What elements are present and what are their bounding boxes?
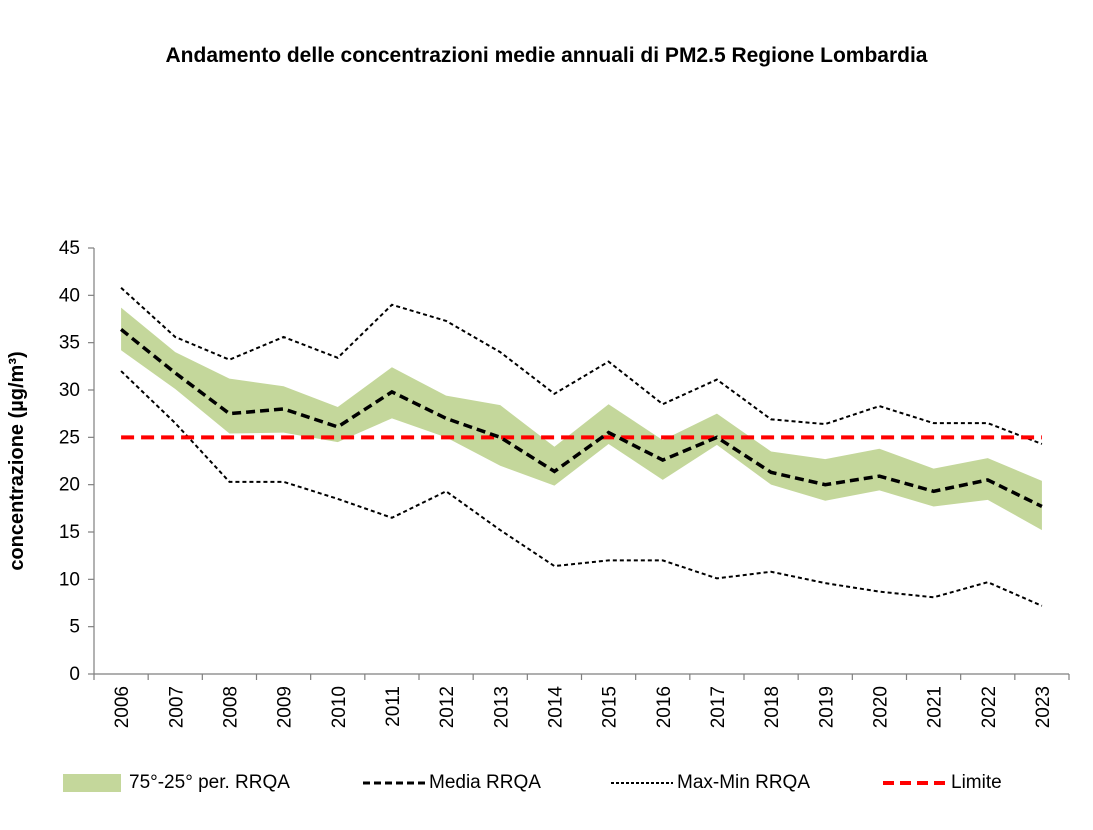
x-tick-label: 2021: [925, 686, 946, 728]
x-tick-label: 2017: [708, 686, 729, 728]
y-tick-label: 20: [59, 475, 80, 496]
chart-title: Andamento delle concentrazioni medie ann…: [165, 44, 928, 67]
y-tick-label: 40: [59, 285, 80, 306]
y-tick-label: 5: [69, 617, 80, 638]
x-tick-label: 2011: [383, 686, 404, 727]
axis-layer: [88, 247, 1070, 680]
legend-maxmin-swatch: [611, 782, 673, 784]
x-tick-label: 2010: [329, 686, 350, 728]
series-lines-layer: [119, 287, 1043, 607]
y-tick-label: 30: [59, 380, 80, 401]
legend-item-limite: Limite: [883, 772, 1002, 794]
x-tick-label: 2009: [275, 686, 296, 728]
y-tick-label: 15: [59, 522, 80, 543]
legend-item-maxmin: Max-Min RRQA: [611, 772, 810, 794]
legend-band-swatch: [63, 774, 121, 792]
min-line: [120, 370, 1043, 607]
y-tick-label: 25: [59, 427, 80, 448]
y-tick-label: 0: [69, 664, 80, 685]
x-tick-label: 2013: [491, 686, 512, 728]
legend-item-media: Media RRQA: [363, 772, 541, 794]
x-tick-label: 2012: [437, 686, 458, 728]
y-tick-label: 10: [59, 569, 80, 590]
legend-label-limite: Limite: [951, 772, 1002, 793]
legend-label-band: 75°-25° per. RRQA: [129, 772, 290, 793]
x-tick-label: 2022: [979, 686, 1000, 728]
x-tick-label: 2020: [870, 686, 891, 728]
x-tick-label: 2014: [545, 686, 566, 729]
max-line: [120, 287, 1043, 445]
legend: 75°-25° per. RRQA Media RRQA Max-Min RRQ…: [0, 772, 1093, 802]
percentile-band-layer: [121, 307, 1042, 531]
x-tick-label: 2018: [762, 686, 783, 728]
legend-label-maxmin: Max-Min RRQA: [677, 772, 811, 793]
tick-label-layer: 0 5 10 15 20 25 30 35 40 45 2006 2007 2008 2009 2010 20…: [6, 238, 1054, 728]
legend-label-media: Media RRQA: [429, 772, 541, 793]
y-axis-title: concentrazione (µg/m³): [6, 351, 28, 570]
percentile-band: [121, 307, 1042, 531]
x-tick-label: 2008: [220, 686, 241, 728]
x-tick-label: 2007: [166, 686, 187, 728]
y-tick-label: 35: [59, 333, 80, 354]
media-line: [119, 328, 1043, 509]
legend-limite-swatch: [883, 781, 945, 785]
x-tick-label: 2015: [600, 686, 621, 728]
legend-item-band: 75°-25° per. RRQA: [63, 772, 290, 794]
x-tick-label: 2023: [1033, 686, 1054, 728]
x-tick-label: 2016: [654, 686, 675, 728]
x-tick-label: 2019: [816, 686, 837, 728]
y-tick-label: 45: [59, 238, 80, 259]
x-tick-label: 2006: [112, 686, 133, 728]
legend-media-swatch: [363, 781, 425, 785]
